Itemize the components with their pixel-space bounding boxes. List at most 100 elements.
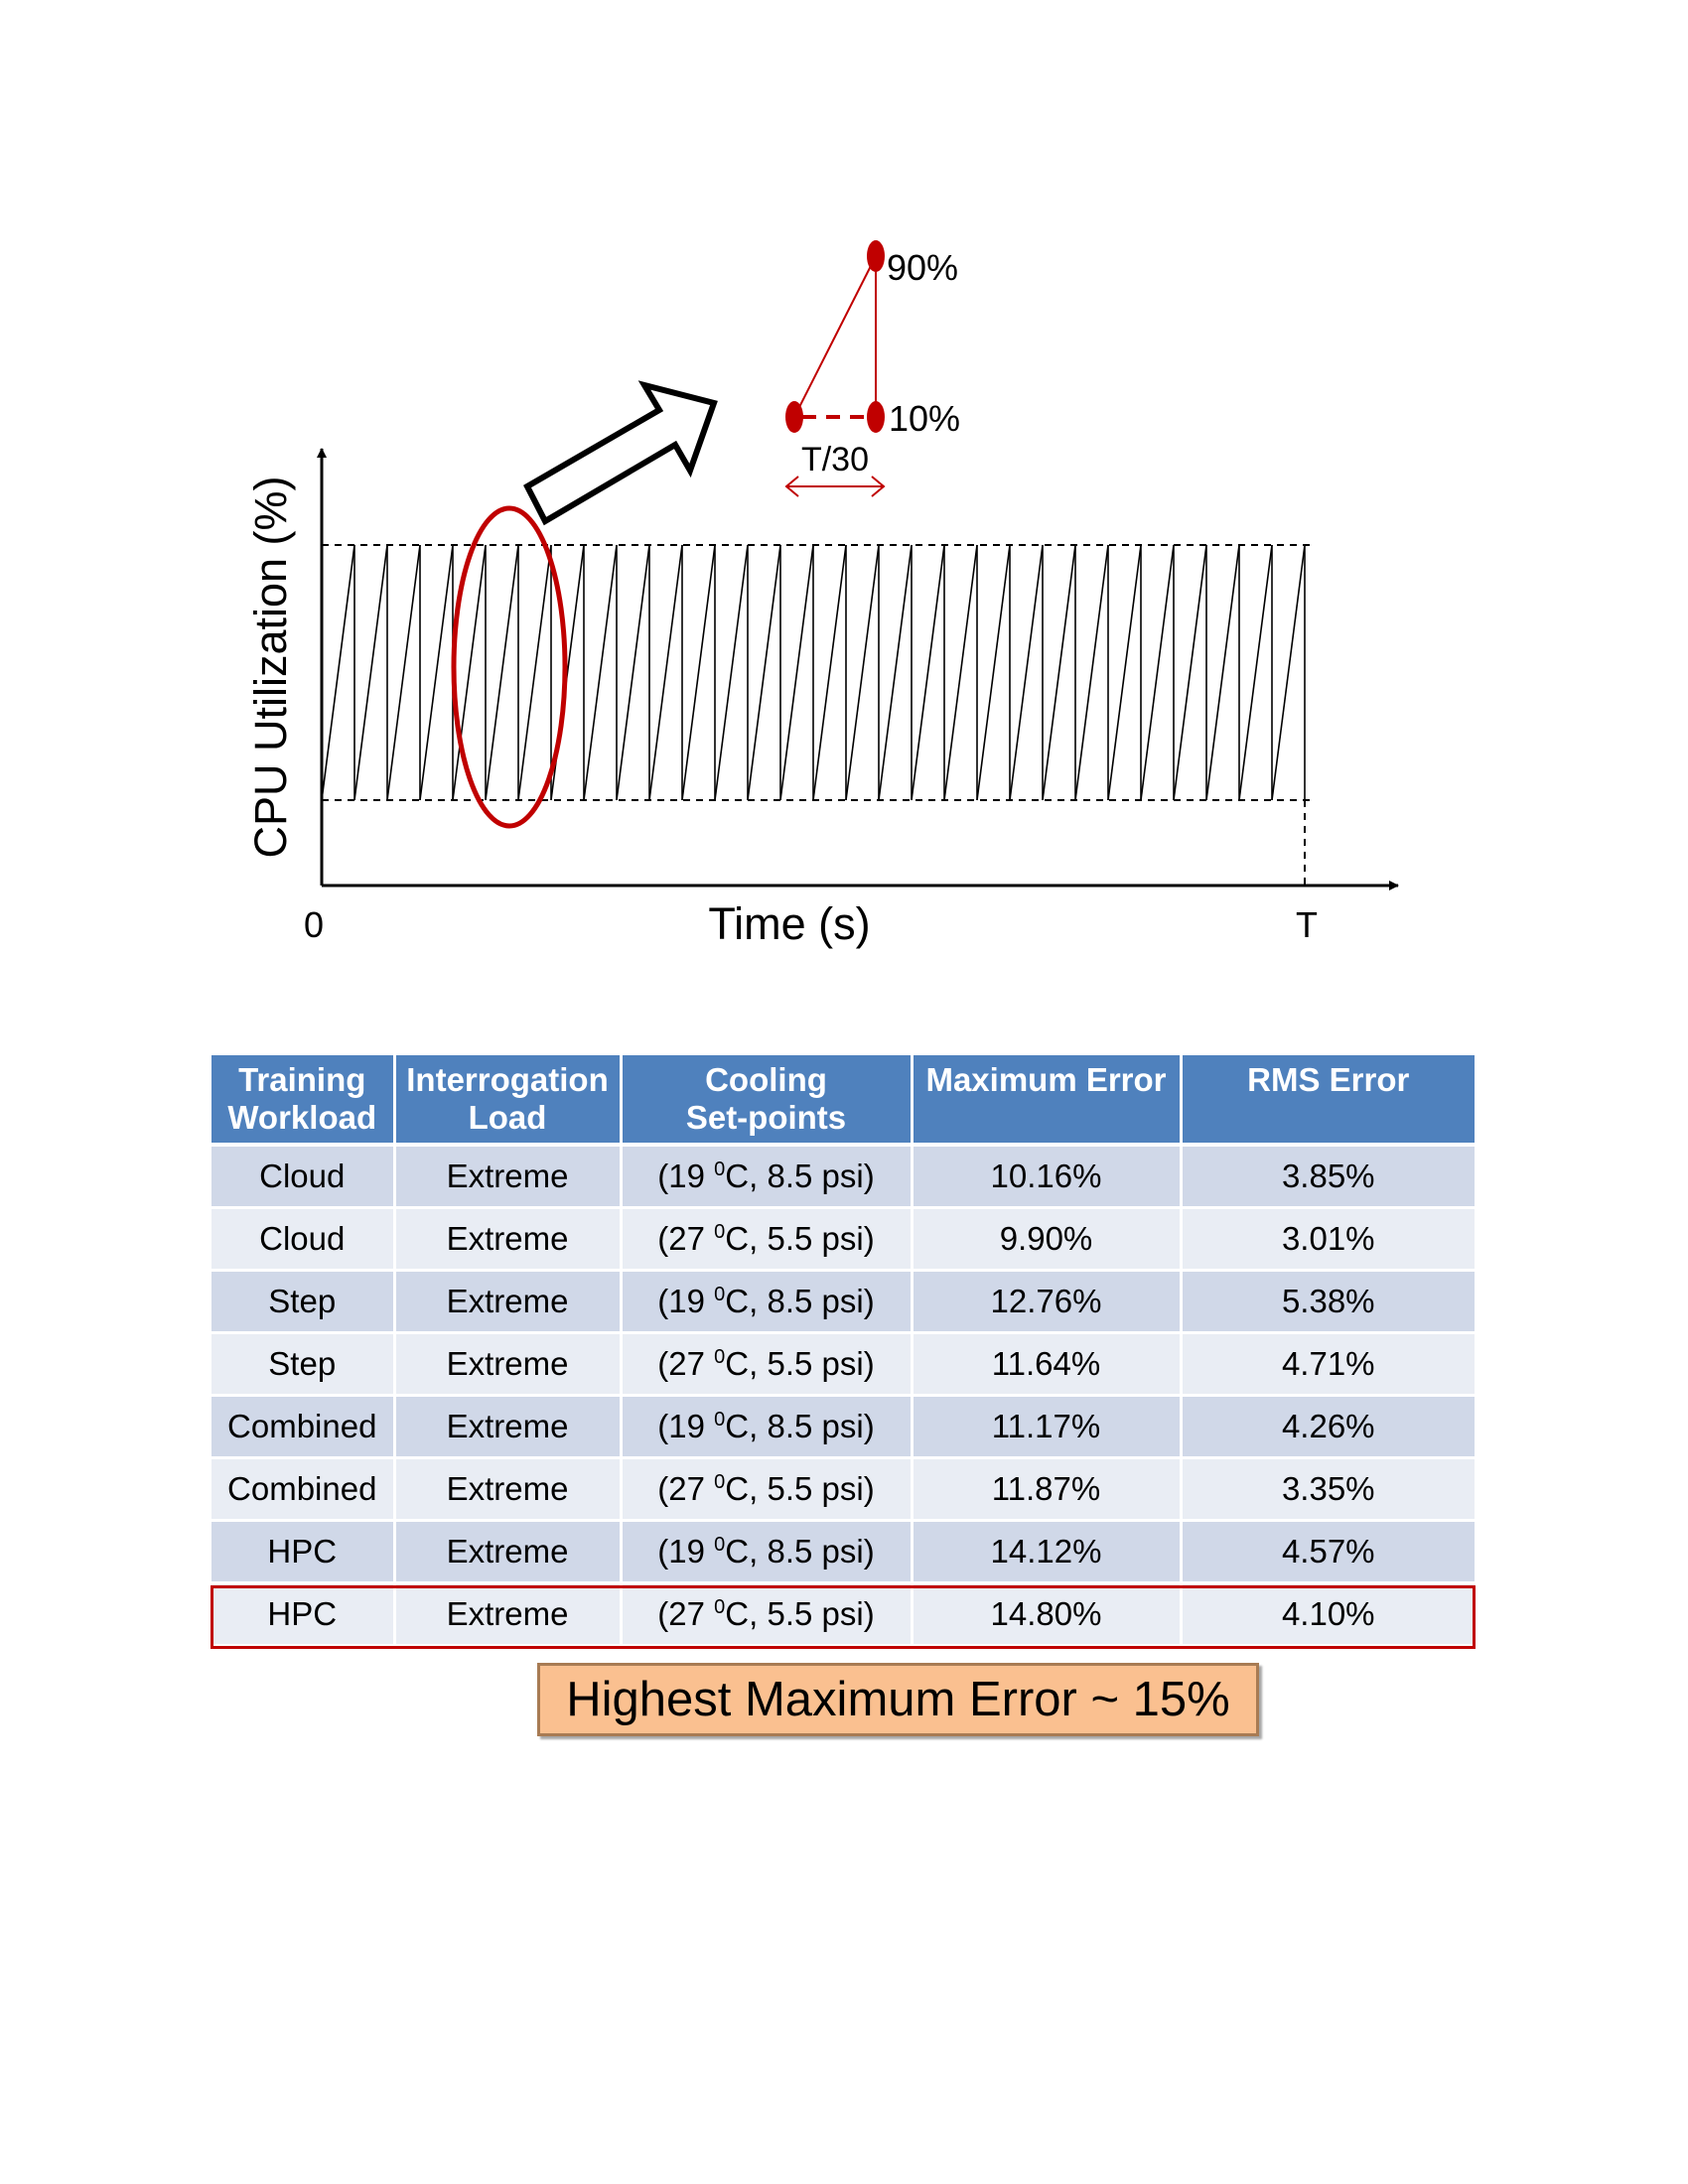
cell-load: Extreme [394,1520,623,1584]
zoom-arrow [523,380,718,526]
sawtooth-rise-29 [1238,544,1273,801]
sawtooth-rise-14 [747,544,781,801]
cell-load: Extreme [394,1207,623,1272]
cell-rms-error: 4.26% [1181,1395,1475,1459]
sawtooth-rise-24 [1074,544,1109,801]
sawtooth-rise-21 [976,544,1011,801]
x-axis-label: Time (s) [708,898,870,949]
cell-workload: Cloud [211,1207,396,1272]
cell-load: Extreme [394,1270,623,1334]
sawtooth-rise-17 [845,544,880,801]
cell-temperature: 19 [668,1158,705,1194]
sawtooth-rise-11 [648,544,683,801]
cell-workload: Combined [211,1395,396,1459]
header-rms-error: RMS Error [1181,1055,1475,1147]
header-rms-error-line-1: RMS Error [1247,1061,1410,1098]
cell-temperature: 27 [668,1595,705,1632]
sawtooth-rise-4 [419,544,454,801]
inset-low-point-right [867,401,885,433]
cpu-utilization-chart: 90% 10% T/30 CPU Utilization (%) Time (s… [245,240,1399,949]
cell-max-error: 9.90% [912,1207,1183,1272]
sawtooth-rise-30 [1271,544,1306,801]
cell-temperature: 19 [668,1408,705,1444]
cell-max-error: 11.87% [912,1457,1183,1522]
header-maximum-error: Maximum Error [912,1055,1183,1147]
header-cooling-setpoints-line-1: Cooling [705,1061,827,1098]
header-maximum-error-line-1: Maximum Error [925,1061,1167,1098]
cell-temperature: 19 [668,1283,705,1319]
inset-period-label: T/30 [801,441,869,478]
cell-workload: Combined [211,1457,396,1522]
sawtooth-rise-2 [353,544,388,801]
cell-workload: HPC [211,1582,396,1647]
cell-temperature: 19 [668,1533,705,1570]
highest-error-callout: Highest Maximum Error ~ 15% [537,1663,1259,1736]
cell-rms-error: 4.71% [1181,1332,1475,1397]
inset-high-label: 90% [887,247,958,288]
cell-rms-error: 4.10% [1181,1582,1475,1647]
cell-pressure: 8.5 psi [767,1158,864,1194]
error-results-table: Training Workload Interrogation Load Cooling… [211,1055,1475,1647]
cell-rms-error: 4.57% [1181,1520,1475,1584]
highlight-ellipse [451,505,568,829]
sawtooth-rise-1 [321,544,355,801]
table-row: Step Extreme (19 0C, 8.5 psi) 12.76% 5.38% [211,1270,1475,1334]
cell-cooling-setpoint: (19 0C, 8.5 psi) [621,1270,914,1334]
cell-max-error: 14.80% [912,1582,1183,1647]
cell-load: Extreme [394,1582,623,1647]
cell-workload: Cloud [211,1145,396,1209]
sawtooth-series [321,544,1306,801]
sawtooth-rise-5 [452,544,487,801]
cell-rms-error: 3.01% [1181,1207,1475,1272]
cell-pressure: 8.5 psi [767,1533,864,1570]
cell-cooling-setpoint: (27 0C, 5.5 psi) [621,1332,914,1397]
header-interrogation-load-line-1: Interrogation [406,1061,609,1098]
header-training-workload: Training Workload [211,1055,396,1147]
cell-max-error: 11.64% [912,1332,1183,1397]
sawtooth-rise-23 [1042,544,1076,801]
sawtooth-rise-9 [583,544,618,801]
sawtooth-rise-19 [911,544,945,801]
header-interrogation-load-line-2: Load [468,1099,547,1136]
table-header-row: Training Workload Interrogation Load Cooling… [211,1055,1475,1147]
cell-temperature: 27 [668,1470,705,1507]
cell-pressure: 5.5 psi [767,1220,864,1257]
cell-rms-error: 5.38% [1181,1270,1475,1334]
cell-max-error: 10.16% [912,1145,1183,1209]
sawtooth-rise-10 [616,544,650,801]
inset-cycle [784,240,886,497]
table-row: HPC Extreme (19 0C, 8.5 psi) 14.12% 4.57% [211,1520,1475,1584]
table-row: Combined Extreme (27 0C, 5.5 psi) 11.87% 3.3… [211,1457,1475,1522]
sawtooth-rise-27 [1173,544,1207,801]
sawtooth-rise-3 [386,544,421,801]
header-training-workload-line-1: Training [238,1061,366,1098]
table-row: Step Extreme (27 0C, 5.5 psi) 11.64% 4.71% [211,1332,1475,1397]
table-row: Cloud Extreme (19 0C, 8.5 psi) 10.16% 3.85% [211,1145,1475,1209]
cell-temperature: 27 [668,1345,705,1382]
y-axis-label: CPU Utilization (%) [245,476,296,858]
sawtooth-rise-22 [1009,544,1044,801]
cell-cooling-setpoint: (27 0C, 5.5 psi) [621,1582,914,1647]
sawtooth-rise-28 [1205,544,1240,801]
cell-pressure: 5.5 psi [767,1345,864,1382]
cell-cooling-setpoint: (19 0C, 8.5 psi) [621,1520,914,1584]
cell-temperature: 27 [668,1220,705,1257]
cell-max-error: 11.17% [912,1395,1183,1459]
sawtooth-rise-20 [943,544,978,801]
sawtooth-rise-25 [1107,544,1142,801]
cell-pressure: 8.5 psi [767,1283,864,1319]
sawtooth-rise-13 [714,544,749,801]
cell-cooling-setpoint: (19 0C, 8.5 psi) [621,1395,914,1459]
cell-pressure: 5.5 psi [767,1595,864,1632]
inset-high-point [867,240,885,272]
cell-pressure: 8.5 psi [767,1408,864,1444]
highest-error-row-highlight [211,1585,1476,1649]
x-tick-0: 0 [304,904,324,945]
cell-pressure: 5.5 psi [767,1470,864,1507]
sawtooth-rise-6 [485,544,519,801]
cell-rms-error: 3.85% [1181,1145,1475,1209]
cell-cooling-setpoint: (27 0C, 5.5 psi) [621,1457,914,1522]
header-cooling-setpoints: Cooling Set-points [621,1055,914,1147]
cell-max-error: 12.76% [912,1270,1183,1334]
table-row: Combined Extreme (19 0C, 8.5 psi) 11.17% 4.2… [211,1395,1475,1459]
